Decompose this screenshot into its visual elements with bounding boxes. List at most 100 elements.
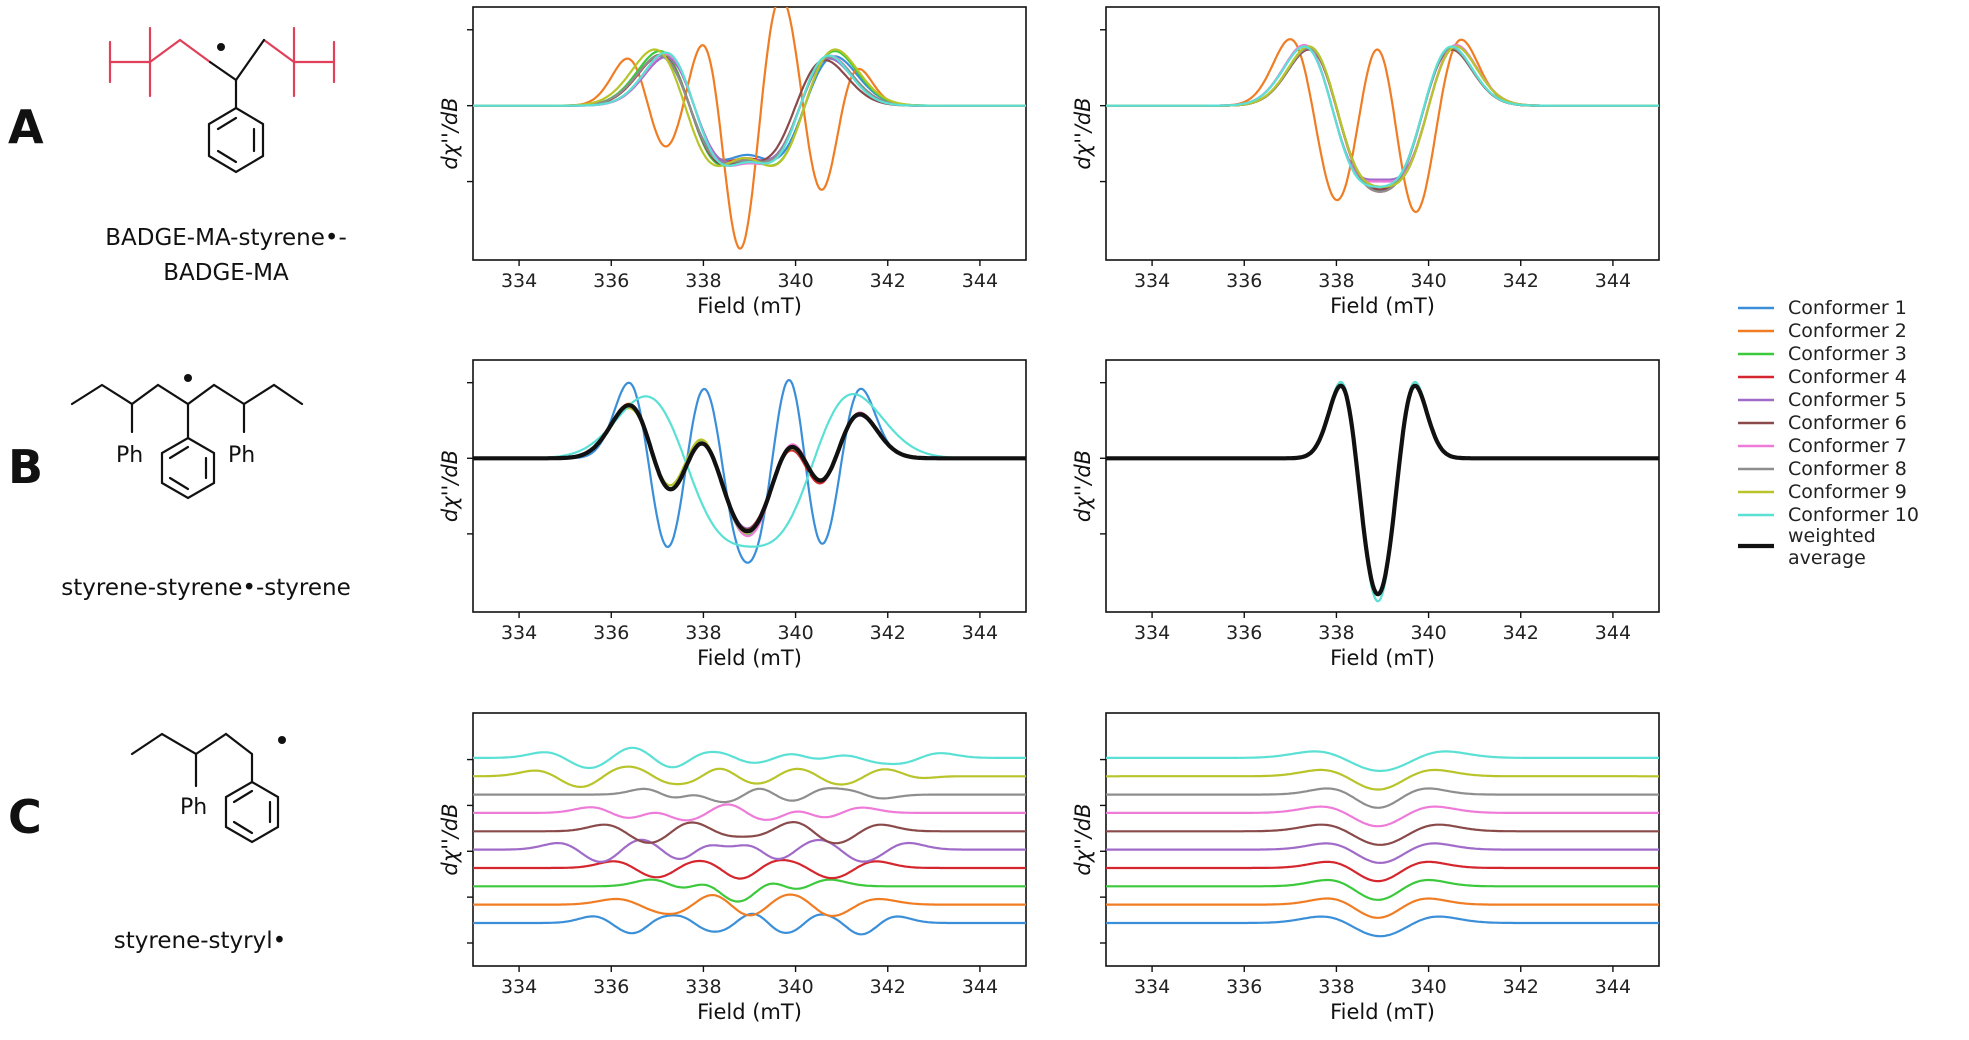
series-line-conformer-6: [1106, 48, 1659, 191]
series-line-conformer-3: [1106, 384, 1659, 596]
legend-label: Conformer 6: [1788, 412, 1907, 434]
y-axis-label: dχ''/dB: [438, 450, 462, 522]
badge-ma-fragment-left: [108, 26, 212, 98]
molecule-c-label: styrene-styryl•: [114, 928, 286, 954]
x-tick-label: 336: [593, 270, 629, 292]
legend-label: Conformer 1: [1788, 297, 1907, 319]
plot-area: [473, 379, 1026, 564]
series-line-conformer-4: [473, 404, 1026, 530]
series-line-conformer-3: [473, 404, 1026, 537]
series-line-conformer-10: [1106, 380, 1659, 603]
plot-area: [473, 7, 1026, 250]
molecule-b-structure: [70, 374, 304, 500]
legend-label: Conformer 2: [1788, 320, 1907, 342]
legend-label: weighted: [1788, 525, 1876, 547]
badge-ma-fragment-right: [262, 26, 336, 98]
row-letter-a: A: [8, 100, 44, 154]
series-line-conformer-4: [473, 859, 1026, 880]
x-tick-label: 334: [1134, 622, 1170, 644]
series-line-weighted-average: [1106, 383, 1659, 597]
plot-area: [1106, 750, 1659, 938]
series-line-conformer-7: [1106, 805, 1659, 828]
chart-panel-b-right: 334 336 338 340 342 344 Field (mT) dχ''/dB: [1071, 359, 1660, 670]
x-tick-label: 342: [1503, 976, 1539, 998]
series-line-conformer-4: [1106, 860, 1659, 883]
series-line-conformer-9: [473, 407, 1026, 534]
series-line-conformer-5: [473, 405, 1026, 530]
series-line-conformer-8: [1106, 384, 1659, 596]
series-line-conformer-4: [1106, 47, 1659, 193]
x-axis-label: Field (mT): [697, 646, 802, 670]
x-axis-label: Field (mT): [1330, 646, 1435, 670]
x-tick-label: 340: [777, 622, 813, 644]
chart-panel-b-left: 334 336 338 340 342 344 Field (mT) dχ''/dB: [438, 359, 1027, 670]
series-line-conformer-2: [1106, 897, 1659, 919]
x-tick-label: 342: [870, 976, 906, 998]
y-axis-label: dχ''/dB: [438, 803, 462, 875]
plot-frame: [472, 712, 1027, 967]
x-tick-label: 338: [1318, 622, 1354, 644]
chart-panel-a-right: 334 336 338 340 342 344 Field (mT) dχ''/dB: [1071, 6, 1660, 318]
series-line-conformer-5: [473, 838, 1026, 863]
series-line-conformer-3: [473, 49, 1026, 167]
x-tick-label: 344: [962, 622, 998, 644]
x-tick-label: 338: [685, 976, 721, 998]
x-tick-label: 342: [870, 622, 906, 644]
molecule-b-label: styrene-styrene•-styrene: [61, 575, 351, 601]
plot-frame: [472, 359, 1027, 613]
y-axis-label: dχ''/dB: [1071, 450, 1095, 522]
series-line-conformer-6: [473, 821, 1026, 845]
x-tick-label: 338: [685, 270, 721, 292]
series-line-conformer-10: [473, 746, 1026, 770]
series-line-conformer-6: [473, 53, 1026, 166]
styrene-core-a: [207, 38, 266, 174]
molecule-a-label-line-1: BADGE-MA-styrene•-: [105, 225, 347, 251]
x-tick-label: 334: [501, 622, 537, 644]
phenyl-label-b-right: Ph: [228, 443, 255, 468]
legend-label: Conformer 3: [1788, 343, 1907, 365]
x-tick-label: 344: [1595, 622, 1631, 644]
x-tick-label: 344: [1595, 270, 1631, 292]
legend-label: Conformer 9: [1788, 481, 1907, 503]
x-tick-label: 334: [501, 270, 537, 292]
x-tick-label: 338: [1318, 976, 1354, 998]
series-line-conformer-5: [1106, 842, 1659, 864]
x-tick-label: 340: [1410, 976, 1446, 998]
series-line-conformer-9: [473, 48, 1026, 168]
legend-label: average: [1788, 547, 1866, 569]
series-line-conformer-6: [1106, 823, 1659, 846]
x-axis-label: Field (mT): [697, 294, 802, 318]
series-line-conformer-5: [473, 56, 1026, 164]
plot-frame: [472, 6, 1027, 261]
series-line-conformer-9: [1106, 384, 1659, 596]
series-line-conformer-4: [473, 54, 1026, 163]
chart-panel-c-right: 334 336 338 340 342 344 Field (mT) dχ''/dB: [1071, 712, 1660, 1024]
plot-area: [473, 746, 1026, 936]
series-line-conformer-10: [1106, 750, 1659, 772]
series-line-conformer-8: [473, 787, 1026, 804]
x-tick-label: 336: [593, 976, 629, 998]
row-letter-c: C: [8, 790, 42, 844]
x-tick-label: 336: [593, 622, 629, 644]
legend-label: Conformer 10: [1788, 504, 1919, 526]
x-tick-label: 338: [1318, 270, 1354, 292]
series-line-conformer-7: [473, 53, 1026, 167]
radical-dot-b: [184, 374, 192, 382]
series-line-conformer-2: [1106, 384, 1659, 596]
series-line-conformer-5: [1106, 45, 1659, 181]
x-tick-label: 340: [1410, 622, 1446, 644]
series-line-conformer-2: [473, 893, 1026, 918]
series-line-conformer-3: [1106, 878, 1659, 901]
radical-dot-c: [278, 736, 286, 744]
series-line-conformer-10: [473, 51, 1026, 167]
radical-dot-a: [217, 43, 225, 51]
y-axis-label: dχ''/dB: [1071, 97, 1095, 169]
series-line-conformer-1: [473, 55, 1026, 161]
y-axis-label: dχ''/dB: [438, 97, 462, 169]
phenyl-label-b-left: Ph: [116, 443, 143, 468]
x-tick-label: 334: [1134, 270, 1170, 292]
y-axis-label: dχ''/dB: [1071, 803, 1095, 875]
chart-panel-c-left: 334 336 338 340 342 344 Field (mT) dχ''/dB: [438, 712, 1027, 1024]
